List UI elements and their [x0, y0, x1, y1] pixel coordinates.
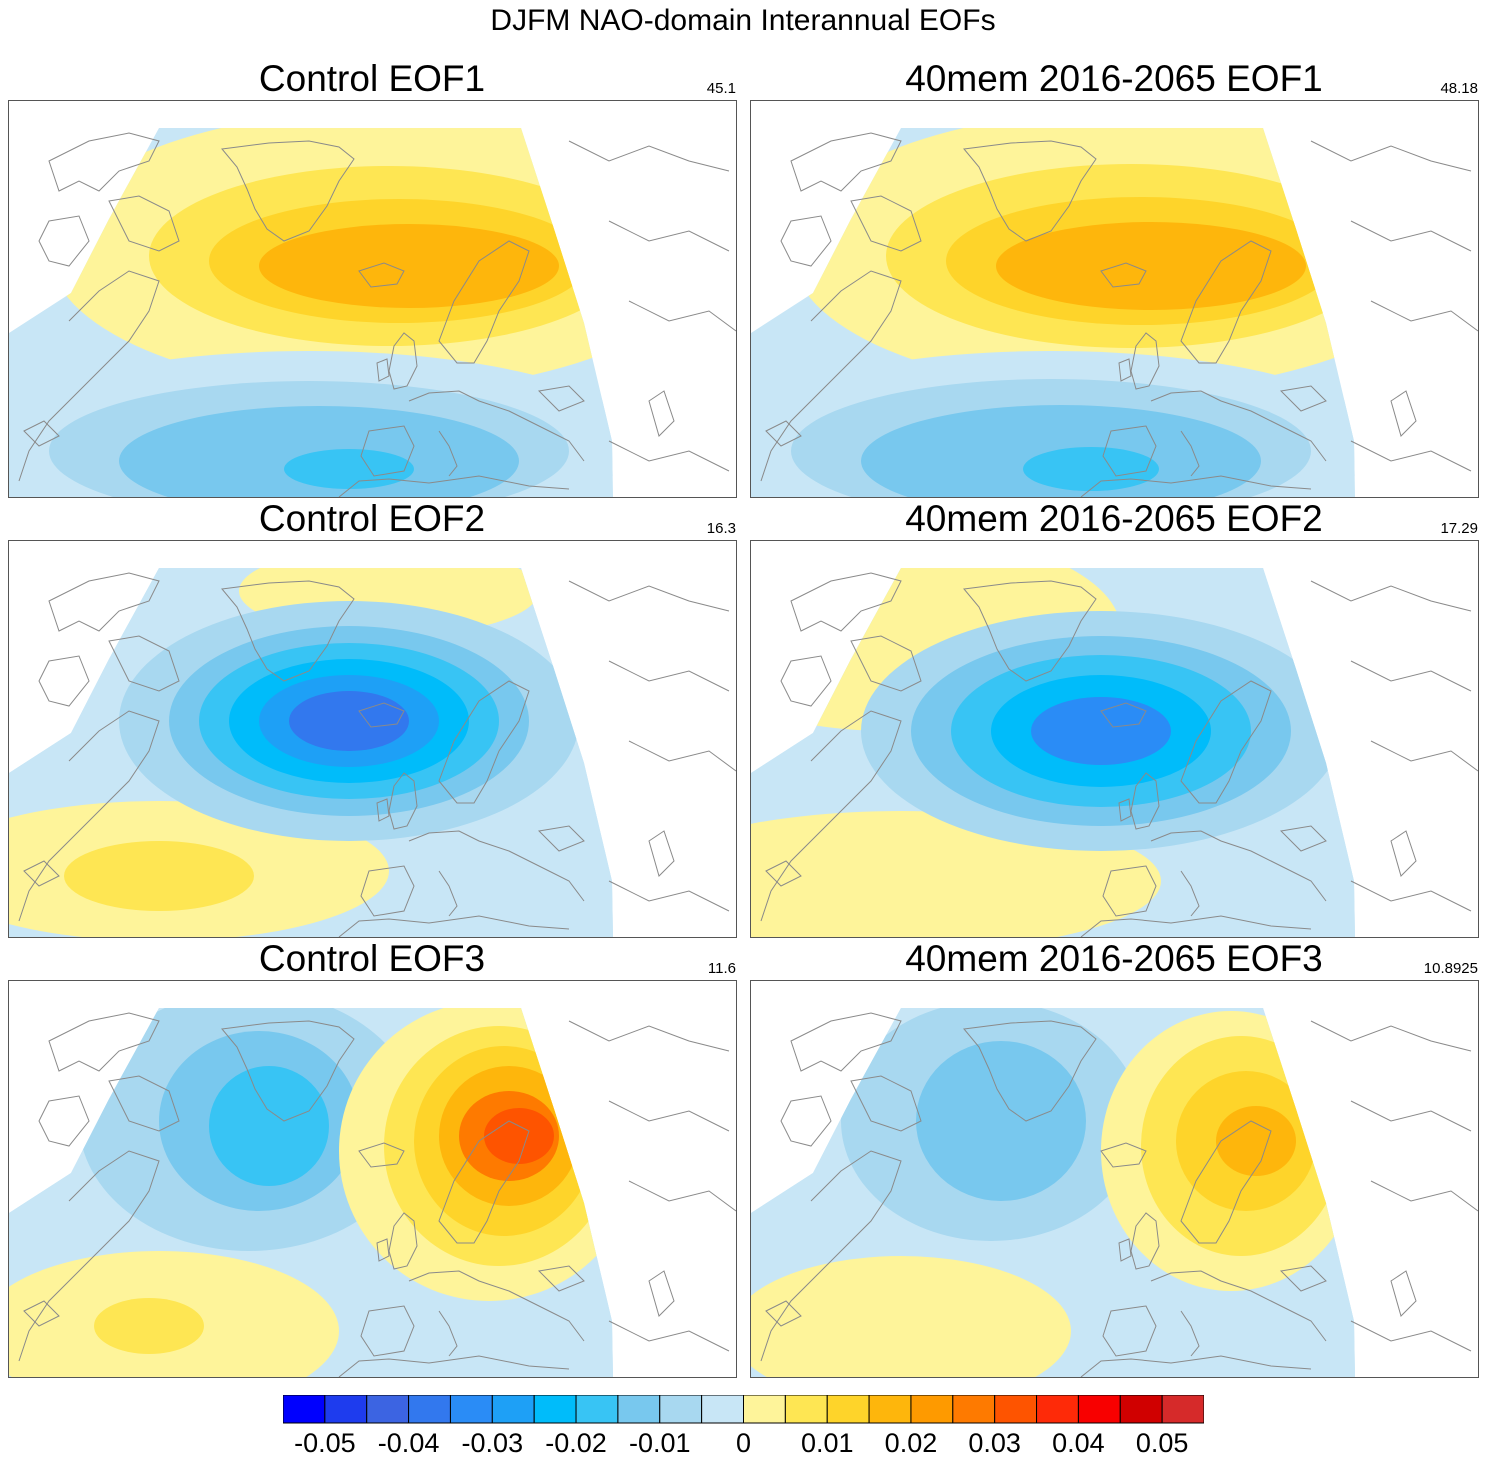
contour-band: [751, 1256, 1071, 1377]
eof-field: [9, 1008, 613, 1377]
colorbar-tick-label: -0.01: [628, 1428, 691, 1458]
panel-variance-value: 16.3: [706, 520, 736, 537]
colorbar-tick-label: 0.03: [968, 1428, 1021, 1458]
contour-band: [94, 1298, 204, 1354]
colorbar-box: [994, 1394, 1038, 1424]
colorbar-box: [1036, 1394, 1079, 1424]
contour-band: [996, 222, 1306, 310]
panel-variance-value: 10.8925: [1423, 960, 1478, 977]
panel-title: Control EOF3: [258, 938, 486, 979]
map-svg: [9, 1008, 736, 1377]
map-panel: [8, 100, 737, 498]
panel-variance-value: 17.29: [1440, 520, 1478, 537]
colorbar-box: [491, 1394, 535, 1424]
contour-band: [64, 841, 254, 911]
colorbar-box: [743, 1394, 786, 1424]
colorbar-tick-label: 0: [735, 1428, 752, 1458]
colorbar-tick-label: -0.02: [545, 1428, 607, 1458]
map-panel: [8, 540, 737, 938]
colorbar-box: [282, 1394, 326, 1424]
map-panel: [750, 540, 1479, 938]
map-svg: [9, 568, 736, 937]
contour-band: [916, 1041, 1086, 1201]
coastlines: [760, 132, 1478, 497]
map-svg: [751, 568, 1478, 937]
colorbar-box: [784, 1394, 828, 1424]
colorbar-tick-label: -0.05: [294, 1428, 356, 1458]
contour-band: [751, 811, 1161, 937]
colorbar: [282, 1394, 1205, 1430]
panel-title: 40mem 2016-2065 EOF2: [905, 498, 1323, 539]
map-panel: [8, 980, 737, 1378]
colorbar-box: [324, 1394, 368, 1424]
panel-title: 40mem 2016-2065 EOF1: [905, 58, 1323, 99]
contour-band: [284, 449, 414, 489]
colorbar-box: [659, 1394, 703, 1424]
colorbar-tick-label: 0.02: [884, 1428, 938, 1458]
colorbar-boxes: [282, 1394, 1205, 1424]
eof-field: [751, 1008, 1355, 1377]
colorbar-box: [617, 1394, 661, 1424]
colorbar-box: [910, 1394, 954, 1424]
contour-band: [259, 224, 559, 308]
contour-band: [1031, 697, 1171, 765]
coastlines: [18, 132, 736, 497]
colorbar-box: [366, 1394, 410, 1424]
coastlines: [18, 1012, 736, 1377]
map-svg: [751, 1008, 1478, 1377]
colorbar-box: [408, 1394, 451, 1424]
coastlines: [760, 1012, 1478, 1377]
panel-title: Control EOF2: [258, 498, 486, 539]
contour-band: [1023, 447, 1159, 491]
colorbar-box: [826, 1394, 870, 1424]
contour-band: [209, 1066, 329, 1186]
colorbar-box: [1161, 1394, 1205, 1424]
panel-title: Control EOF1: [258, 58, 486, 99]
eof-field: [9, 568, 613, 937]
map-svg: [9, 128, 736, 497]
panel-variance-value: 11.6: [707, 960, 736, 977]
eof-field: [751, 568, 1355, 937]
eof-field: [9, 128, 613, 497]
eof-field: [751, 128, 1355, 497]
colorbar-tick-label: 0.04: [1052, 1428, 1105, 1458]
contour-band: [289, 691, 409, 751]
colorbar-box: [575, 1394, 619, 1424]
map-svg: [751, 128, 1478, 497]
colorbar-box: [952, 1394, 996, 1424]
map-panel: [750, 100, 1479, 498]
colorbar-box: [1119, 1394, 1163, 1424]
contour-band: [484, 1108, 554, 1164]
colorbar-tick-label: -0.03: [461, 1428, 524, 1458]
panel-title: 40mem 2016-2065 EOF3: [905, 938, 1323, 979]
colorbar-box: [533, 1394, 577, 1424]
colorbar-box: [449, 1394, 493, 1424]
colorbar-box: [1077, 1394, 1121, 1424]
colorbar-tick-label: 0.01: [800, 1428, 854, 1458]
map-panel: [750, 980, 1479, 1378]
coastlines: [18, 572, 736, 937]
colorbar-box: [868, 1394, 912, 1424]
panel-variance-value: 48.18: [1440, 80, 1478, 97]
coastlines: [760, 572, 1478, 937]
colorbar-tick-label: -0.04: [377, 1428, 440, 1458]
panel-variance-value: 45.1: [706, 80, 736, 97]
colorbar-box: [701, 1394, 745, 1424]
colorbar-tick-label: 0.05: [1135, 1428, 1189, 1458]
figure-title: DJFM NAO-domain Interannual EOFs: [490, 4, 996, 37]
contour-band: [1216, 1106, 1296, 1176]
